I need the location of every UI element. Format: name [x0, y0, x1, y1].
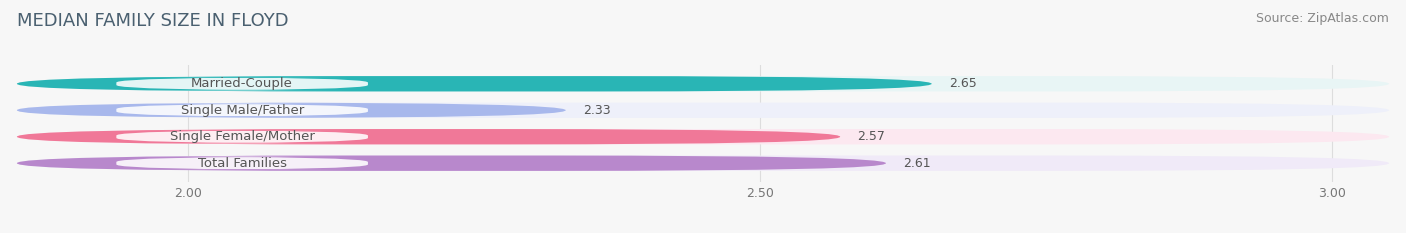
Text: 2.57: 2.57: [858, 130, 886, 143]
FancyBboxPatch shape: [17, 129, 841, 144]
FancyBboxPatch shape: [17, 103, 565, 118]
Text: Source: ZipAtlas.com: Source: ZipAtlas.com: [1256, 12, 1389, 25]
Text: Single Male/Father: Single Male/Father: [180, 104, 304, 117]
Text: 2.61: 2.61: [903, 157, 931, 170]
FancyBboxPatch shape: [17, 103, 1389, 118]
FancyBboxPatch shape: [117, 104, 368, 117]
FancyBboxPatch shape: [117, 77, 368, 90]
FancyBboxPatch shape: [17, 129, 1389, 144]
Text: 2.65: 2.65: [949, 77, 977, 90]
Text: Total Families: Total Families: [198, 157, 287, 170]
Text: Single Female/Mother: Single Female/Mother: [170, 130, 315, 143]
FancyBboxPatch shape: [17, 156, 1389, 171]
Text: 2.33: 2.33: [583, 104, 610, 117]
Text: Married-Couple: Married-Couple: [191, 77, 292, 90]
FancyBboxPatch shape: [17, 76, 1389, 92]
FancyBboxPatch shape: [117, 130, 368, 143]
FancyBboxPatch shape: [17, 76, 932, 92]
FancyBboxPatch shape: [17, 156, 886, 171]
FancyBboxPatch shape: [117, 157, 368, 170]
Text: MEDIAN FAMILY SIZE IN FLOYD: MEDIAN FAMILY SIZE IN FLOYD: [17, 12, 288, 30]
